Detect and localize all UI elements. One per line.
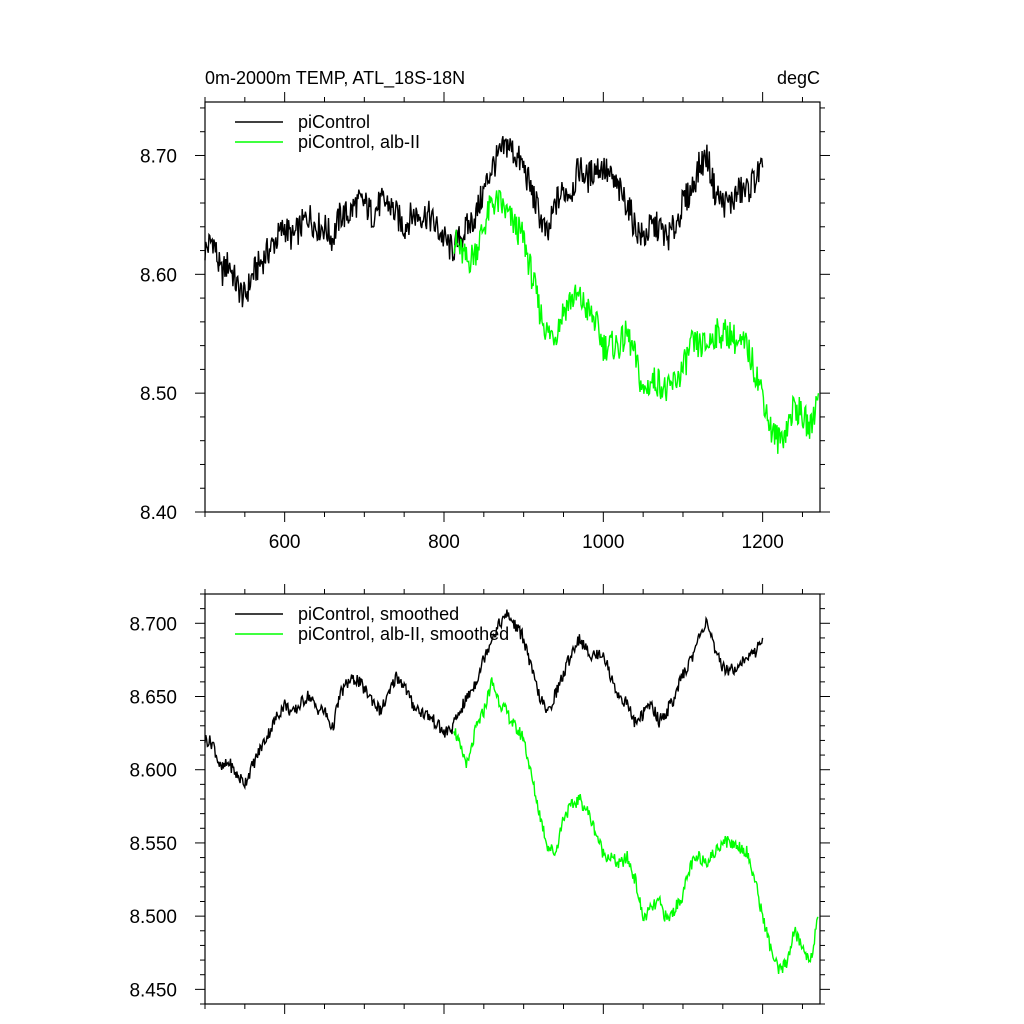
top-chart: 0m-2000m TEMP, ATL_18S-18N degC 600 800 10…: [140, 68, 830, 553]
x-tick-label: 600: [269, 532, 301, 553]
top-chart-frame: [204, 101, 821, 513]
bottom-chart-series: [204, 609, 819, 974]
y-tick-label: 8.450: [129, 980, 177, 1001]
series-line-0-0: [204, 136, 764, 308]
top-chart-title: 0m-2000m TEMP, ATL_18S-18N: [205, 68, 465, 89]
legend-label: piControl, smoothed: [298, 604, 459, 624]
y-tick-label: 8.60: [140, 265, 177, 286]
y-tick-label: 8.550: [129, 834, 177, 855]
series-line-0-1: [453, 189, 820, 454]
bottom-chart: 8.450 8.500 8.550 8.600 8.650 8.700 piControl…: [129, 584, 830, 1014]
bottom-chart-ticks: 8.450 8.500 8.550 8.600 8.650 8.700: [129, 584, 830, 1014]
top-chart-units: degC: [777, 68, 820, 88]
top-chart-ticks: 600 800 1000 1200 8.40 8.50 8.60 8.70: [140, 92, 830, 553]
legend-label: piControl, alb-II: [298, 132, 420, 152]
x-tick-label: 1000: [582, 532, 624, 553]
y-tick-label: 8.70: [140, 146, 177, 167]
y-tick-label: 8.50: [140, 384, 177, 405]
series-line-1-0: [204, 609, 764, 791]
top-chart-series: [204, 136, 820, 454]
x-tick-label: 800: [428, 532, 460, 553]
y-tick-label: 8.700: [129, 614, 177, 635]
bottom-chart-frame: [204, 593, 821, 1005]
y-tick-label: 8.600: [129, 761, 177, 782]
x-tick-label: 1200: [742, 532, 784, 553]
y-tick-label: 8.40: [140, 503, 177, 524]
legend-label: piControl, alb-II, smoothed: [298, 624, 509, 644]
y-tick-label: 8.650: [129, 688, 177, 709]
y-tick-label: 8.500: [129, 907, 177, 928]
series-line-1-1: [452, 677, 819, 974]
legend-label: piControl: [298, 112, 370, 132]
